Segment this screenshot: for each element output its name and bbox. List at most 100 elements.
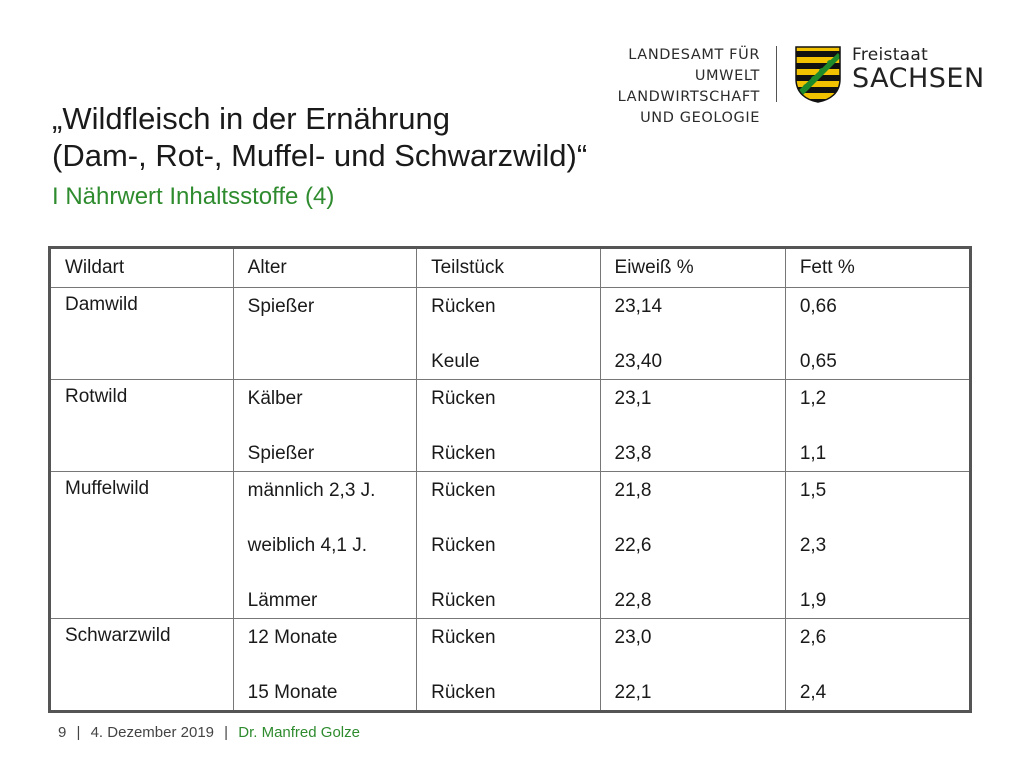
- table-row: Damwild Spießer Rücken Keule 23,14 23,40 0,66 0…: [49, 287, 972, 380]
- footer-separator: |: [224, 724, 229, 741]
- table-row: Muffelwild männlich 2,3 J. weiblich 4,1 J.…: [49, 471, 972, 619]
- cell-eiweiss-values: 21,8 22,6 22,8: [615, 478, 771, 614]
- cell-value: 12 Monate: [247, 627, 338, 648]
- cell-fett: 1,2 1,1: [784, 379, 972, 472]
- footer-separator: |: [76, 724, 81, 741]
- cell-fett: 1,5 2,3 1,9: [784, 471, 972, 619]
- cell-value: 2,4: [799, 682, 827, 703]
- cell-wildart: Damwild: [49, 287, 234, 380]
- cell-teilstueck-values: Rücken Rücken Rücken: [431, 478, 585, 614]
- cell-alter-values: 12 Monate 15 Monate: [248, 625, 402, 706]
- cell-alter-values: Kälber Spießer: [248, 386, 402, 467]
- cell-value: Spießer: [247, 296, 315, 317]
- column-header-alter: Alter: [232, 247, 418, 288]
- table-row: Schwarzwild 12 Monate 15 Monate Rücken Rücke…: [49, 618, 972, 712]
- cell-eiweiss: 23,0 22,1: [599, 618, 786, 712]
- cell-eiweiss-values: 23,14 23,40: [615, 294, 771, 375]
- header-divider: [776, 46, 777, 102]
- cell-teilstueck: Rücken Keule: [416, 287, 601, 380]
- cell-value: Rücken: [431, 388, 496, 409]
- cell-teilstueck: Rücken Rücken Rücken: [416, 471, 601, 619]
- cell-value: Spießer: [247, 443, 315, 464]
- cell-alter-values: Spießer: [248, 294, 402, 375]
- cell-value: Rücken: [431, 296, 496, 317]
- column-header-fett: Fett %: [784, 247, 972, 288]
- cell-value: 21,8: [614, 480, 652, 501]
- cell-fett-values: 2,6 2,4: [800, 625, 955, 706]
- cell-teilstueck-values: Rücken Rücken: [431, 386, 585, 467]
- cell-value: Rücken: [431, 627, 496, 648]
- cell-value: Rücken: [431, 480, 496, 501]
- footer-author: Dr. Manfred Golze: [238, 724, 360, 741]
- slide-title-line-1: „Wildfleisch in der Ernährung: [52, 101, 451, 136]
- footer-date: 4. Dezember 2019: [90, 724, 214, 741]
- cell-alter: männlich 2,3 J. weiblich 4,1 J. Lämmer: [232, 471, 418, 619]
- agency-name-line-1: LANDESAMT FÜR UMWELT: [628, 47, 760, 84]
- agency-name-line-2: LANDWIRTSCHAFT: [617, 89, 760, 105]
- cell-value: 0,65: [799, 351, 837, 372]
- cell-fett-values: 1,2 1,1: [800, 386, 955, 467]
- cell-alter: 12 Monate 15 Monate: [232, 618, 418, 712]
- cell-value: männlich 2,3 J.: [247, 480, 376, 501]
- cell-wildart: Muffelwild: [49, 471, 234, 619]
- cell-value: Rücken: [431, 535, 496, 556]
- cell-alter-values: männlich 2,3 J. weiblich 4,1 J. Lämmer: [248, 478, 402, 614]
- cell-value: 1,1: [799, 443, 827, 464]
- slide-title-line-2: (Dam-, Rot-, Muffel- und Schwarzwild)“: [52, 138, 588, 173]
- cell-alter: Spießer: [232, 287, 418, 380]
- cell-value: 23,0: [614, 627, 652, 648]
- cell-value: 1,5: [799, 480, 827, 501]
- cell-fett: 0,66 0,65: [784, 287, 972, 380]
- table-row: Rotwild Kälber Spießer Rücken Rücken 23,1 23,8…: [49, 379, 972, 472]
- page-number: 9: [58, 724, 67, 741]
- cell-eiweiss: 21,8 22,6 22,8: [599, 471, 786, 619]
- cell-value: weiblich 4,1 J.: [247, 535, 367, 556]
- cell-value: 1,9: [799, 590, 827, 611]
- cell-value: 0,66: [799, 296, 837, 317]
- nutrition-table: Wildart Alter Teilstück Eiweiß % Fett % …: [48, 246, 972, 713]
- cell-value: Rücken: [431, 682, 496, 703]
- cell-value: Rücken: [431, 443, 496, 464]
- cell-eiweiss: 23,1 23,8: [599, 379, 786, 472]
- cell-eiweiss-values: 23,1 23,8: [615, 386, 771, 467]
- cell-value: Rücken: [431, 590, 496, 611]
- cell-value: Lämmer: [247, 590, 318, 611]
- table-body: Damwild Spießer Rücken Keule 23,14 23,40 0,66 0…: [49, 287, 972, 712]
- cell-value: 1,2: [799, 388, 827, 409]
- column-header-wildart: Wildart: [49, 247, 234, 288]
- saxony-coat-of-arms-icon: [795, 46, 841, 103]
- column-header-teilstueck: Teilstück: [416, 247, 601, 288]
- slide-title: „Wildfleisch in der Ernährung (Dam-, Rot…: [52, 100, 752, 174]
- cell-value: Keule: [431, 351, 480, 372]
- agency-name: LANDESAMT FÜR UMWELT LANDWIRTSCHAFT UND …: [560, 45, 760, 129]
- cell-value: 23,40: [614, 351, 663, 372]
- cell-value: 23,8: [614, 443, 652, 464]
- cell-spacer: [248, 349, 402, 375]
- cell-teilstueck-values: Rücken Rücken: [431, 625, 585, 706]
- cell-fett-values: 0,66 0,65: [800, 294, 955, 375]
- cell-value: Kälber: [247, 388, 303, 409]
- cell-value: 2,3: [799, 535, 827, 556]
- cell-eiweiss: 23,14 23,40: [599, 287, 786, 380]
- agency-name-line-3: UND GEOLOGIE: [640, 110, 760, 126]
- cell-wildart: Rotwild: [49, 379, 234, 472]
- cell-value: 2,6: [799, 627, 827, 648]
- cell-value: 22,1: [614, 682, 652, 703]
- cell-value: 22,6: [614, 535, 652, 556]
- cell-wildart: Schwarzwild: [49, 618, 234, 712]
- cell-value: 15 Monate: [247, 682, 338, 703]
- cell-teilstueck-values: Rücken Keule: [431, 294, 585, 375]
- cell-value: 22,8: [614, 590, 652, 611]
- cell-alter: Kälber Spießer: [232, 379, 418, 472]
- cell-teilstueck: Rücken Rücken: [416, 379, 601, 472]
- cell-fett-values: 1,5 2,3 1,9: [800, 478, 955, 614]
- cell-eiweiss-values: 23,0 22,1: [615, 625, 771, 706]
- freistaat-label: Freistaat: [852, 45, 929, 65]
- column-header-eiweiss: Eiweiß %: [599, 247, 786, 288]
- table-header-row: Wildart Alter Teilstück Eiweiß % Fett %: [49, 247, 972, 288]
- cell-fett: 2,6 2,4: [784, 618, 972, 712]
- state-logo-text: Freistaat SACHSEN: [852, 46, 985, 94]
- sachsen-label: SACHSEN: [852, 63, 985, 94]
- cell-value: 23,14: [614, 296, 663, 317]
- cell-teilstueck: Rücken Rücken: [416, 618, 601, 712]
